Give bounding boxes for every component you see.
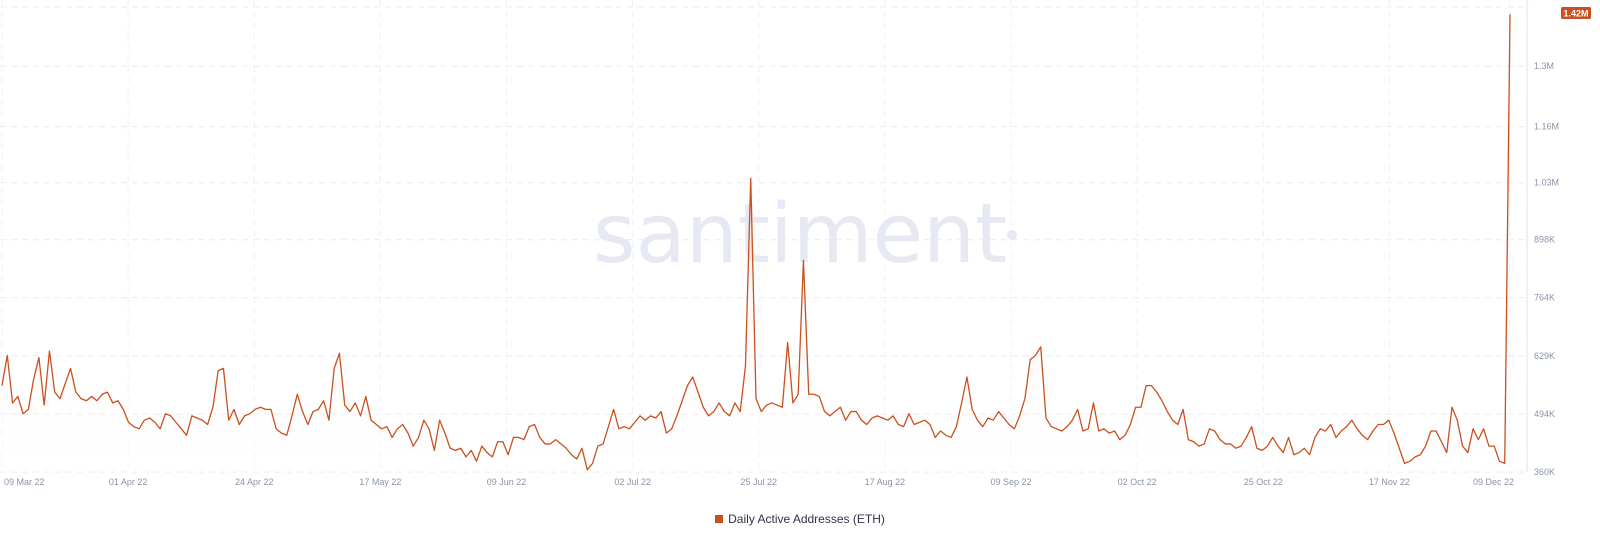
x-tick-label: 17 May 22	[359, 477, 401, 487]
legend[interactable]: Daily Active Addresses (ETH)	[0, 512, 1600, 526]
y-tick-label: 360K	[1534, 467, 1555, 477]
x-tick-label: 09 Sep 22	[990, 477, 1031, 487]
x-tick-label: 09 Dec 22	[1473, 477, 1514, 487]
santiment-watermark: santiment	[593, 187, 1007, 282]
x-tick-label: 02 Oct 22	[1118, 477, 1157, 487]
current-value-badge: 1.42M	[1561, 7, 1591, 19]
x-tick-label: 17 Nov 22	[1369, 477, 1410, 487]
y-tick-label: 898K	[1534, 235, 1555, 245]
x-tick-label: 09 Mar 22	[4, 477, 45, 487]
y-tick-label: 1.16M	[1534, 122, 1559, 132]
x-tick-label: 25 Oct 22	[1244, 477, 1283, 487]
series-area	[2, 14, 1510, 472]
x-tick-label: 25 Jul 22	[740, 477, 777, 487]
y-tick-label: 1.3M	[1534, 61, 1554, 71]
legend-swatch	[715, 515, 724, 523]
current-value-label: 1.42M	[1563, 9, 1588, 19]
x-axis: 09 Mar 22 01 Apr 22 24 Apr 22 17 May 22 09 J…	[4, 477, 1514, 487]
series-line	[1, 14, 1511, 471]
y-axis: 360K 494K 629K 764K 898K 1.03M 1.16M 1.3M	[1534, 61, 1559, 477]
x-tick-label: 24 Apr 22	[235, 477, 274, 487]
y-tick-label: 494K	[1534, 409, 1555, 419]
watermark-dot-left	[599, 230, 609, 240]
watermark-dot-right	[1007, 230, 1017, 240]
gridlines	[0, 0, 1530, 473]
x-tick-label: 02 Jul 22	[614, 477, 651, 487]
x-tick-label: 01 Apr 22	[109, 477, 148, 487]
x-tick-label: 17 Aug 22	[865, 477, 906, 487]
legend-label: Daily Active Addresses (ETH)	[728, 512, 885, 526]
y-tick-label: 1.03M	[1534, 178, 1559, 188]
x-tick-label: 09 Jun 22	[487, 477, 527, 487]
y-tick-label: 629K	[1534, 351, 1555, 361]
y-tick-label: 764K	[1534, 293, 1555, 303]
